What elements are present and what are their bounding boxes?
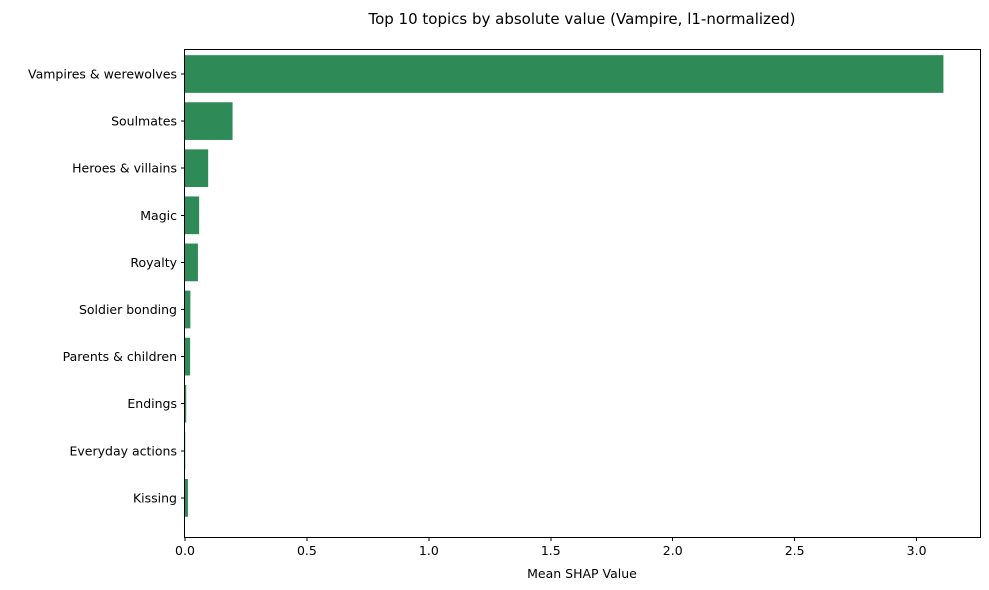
plot-frame <box>184 49 981 538</box>
y-tick-label: Magic <box>140 208 177 223</box>
y-tick-label: Parents & children <box>63 349 177 364</box>
x-tick-label: 3.0 <box>907 543 927 558</box>
x-axis-label: Mean SHAP Value <box>527 566 637 581</box>
x-axis-ticks: 0.0 0.5 1.0 1.5 2.0 2.5 3.0 <box>175 537 927 558</box>
bar <box>185 196 200 235</box>
y-tick-label: Everyday actions <box>70 443 177 458</box>
bar <box>185 243 198 282</box>
x-tick-label: 2.0 <box>663 543 683 558</box>
bar <box>185 479 188 517</box>
x-tick-label: 2.5 <box>785 543 805 558</box>
x-tick-label: 0.0 <box>175 543 195 558</box>
bar <box>185 55 944 93</box>
y-tick-label: Royalty <box>130 255 177 270</box>
bar <box>185 149 209 188</box>
x-tick-label: 1.5 <box>541 543 561 558</box>
bars-group <box>185 55 944 517</box>
y-tick-label: Vampires & werewolves <box>28 67 177 82</box>
bar <box>185 290 191 329</box>
bar <box>185 102 233 140</box>
y-tick-label: Endings <box>127 396 177 411</box>
chart-title: Top 10 topics by absolute value (Vampire… <box>367 10 795 28</box>
y-tick-label: Heroes & villains <box>72 161 177 176</box>
y-tick-label: Soulmates <box>111 114 177 129</box>
y-axis-ticks: Vampires & werewolves Soulmates Heroes & v… <box>28 67 185 505</box>
x-tick-label: 0.5 <box>297 543 317 558</box>
y-tick-label: Soldier bonding <box>79 302 177 317</box>
x-tick-label: 1.0 <box>419 543 439 558</box>
y-tick-label: Kissing <box>133 490 177 505</box>
bar <box>185 384 187 423</box>
bar <box>185 337 191 376</box>
